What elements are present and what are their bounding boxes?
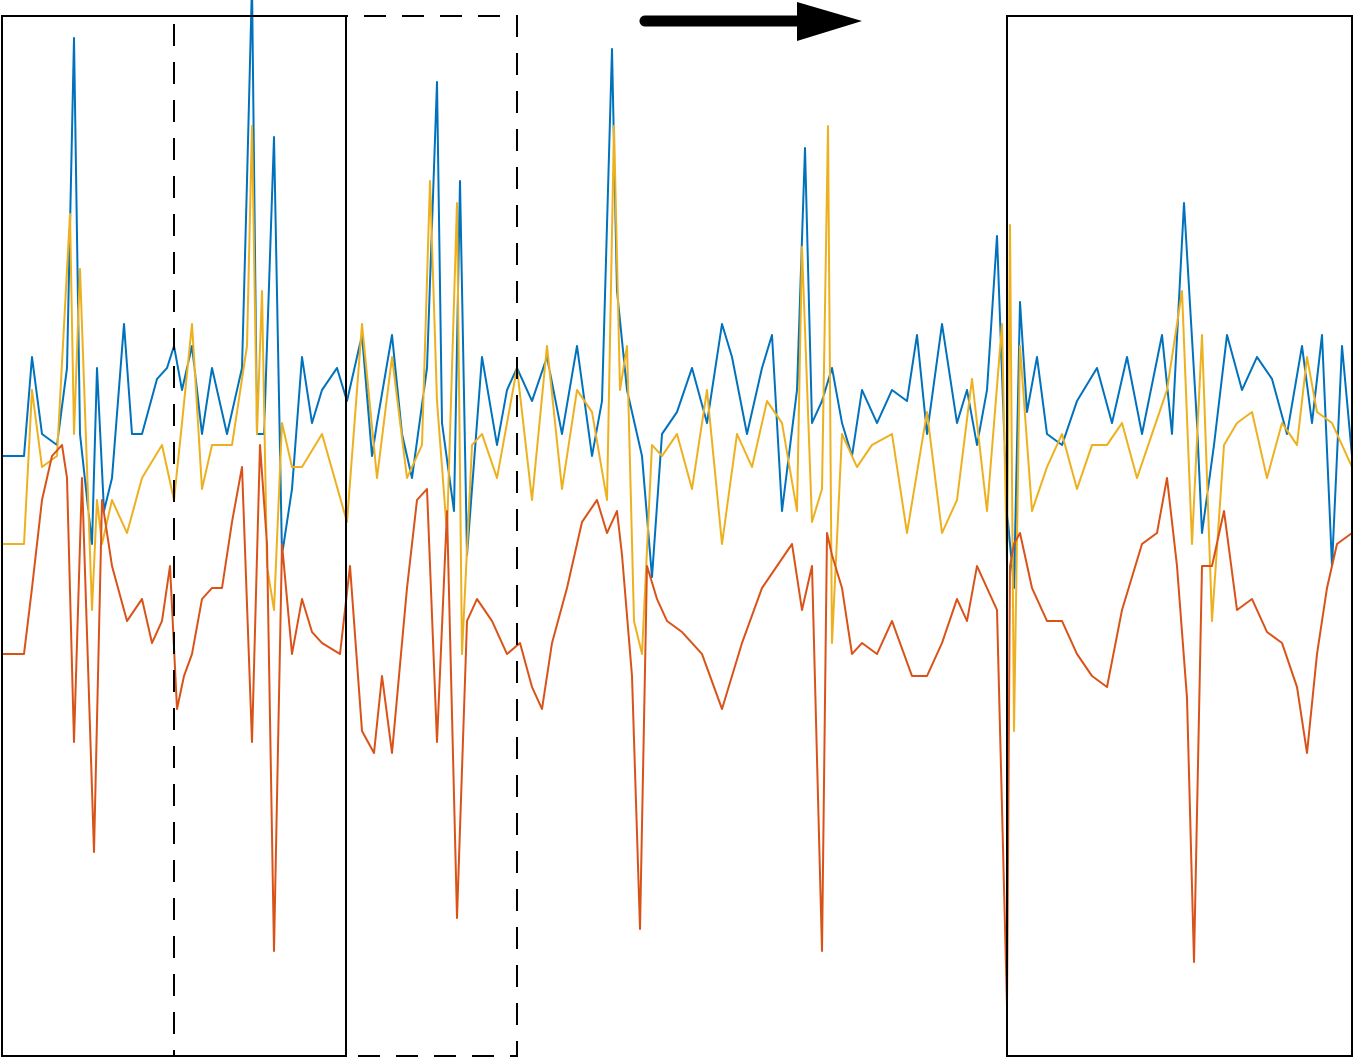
signal-yellow-line	[2, 125, 1353, 732]
solid-window-right	[1006, 15, 1353, 1057]
arrow-right-icon	[797, 2, 862, 41]
signal-series-group	[2, 0, 1353, 1007]
signal-blue-line	[2, 0, 1353, 589]
signal-red-line	[2, 444, 1353, 1007]
dashed-sliding-window	[173, 15, 518, 1057]
